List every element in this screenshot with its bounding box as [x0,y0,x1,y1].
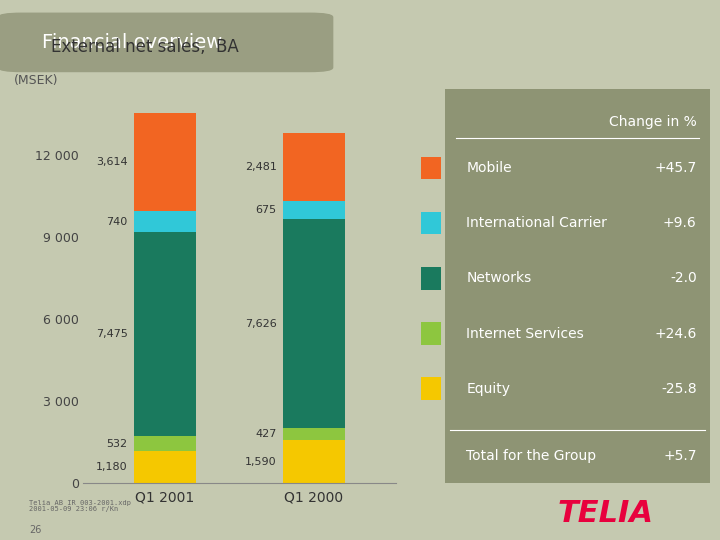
Text: 7,475: 7,475 [96,329,127,339]
Bar [283,428,346,440]
Text: +9.6: +9.6 [663,216,697,230]
Bar [283,201,346,219]
Text: -2.0: -2.0 [670,271,697,285]
Bar [133,451,196,483]
Text: 1,590: 1,590 [245,456,276,467]
Text: 7,626: 7,626 [245,319,276,329]
Text: 675: 675 [256,205,276,215]
Text: 2,481: 2,481 [245,162,276,172]
Text: +45.7: +45.7 [654,161,697,175]
Text: +24.6: +24.6 [654,327,697,341]
Text: Change in %: Change in % [609,114,697,129]
Text: 532: 532 [107,438,127,449]
Text: TELIA: TELIA [558,499,654,528]
Text: Mobile: Mobile [466,161,512,175]
Bar [133,232,196,436]
Text: 26: 26 [29,524,41,535]
Text: External net sales,  BA: External net sales, BA [52,38,239,56]
Text: 740: 740 [107,217,127,227]
Bar [283,219,346,428]
Text: International Carrier: International Carrier [466,216,607,230]
Text: -25.8: -25.8 [661,382,697,396]
Text: Total for the Group: Total for the Group [466,449,596,463]
Bar [133,212,196,232]
Bar [283,133,346,201]
Bar [133,436,196,451]
Text: (MSEK): (MSEK) [14,74,58,87]
Text: 427: 427 [256,429,276,439]
Text: 3,614: 3,614 [96,157,127,167]
Bar [283,440,346,483]
Text: 1,180: 1,180 [96,462,127,472]
Text: Equity: Equity [466,382,510,396]
Text: Telia AB IR 003-2001.xdp
2001-05-09 23:06 r/Kn: Telia AB IR 003-2001.xdp 2001-05-09 23:0… [29,500,131,512]
FancyBboxPatch shape [0,14,333,71]
Text: Financial overview: Financial overview [42,33,222,52]
Text: +5.7: +5.7 [663,449,697,463]
Text: Networks: Networks [466,271,531,285]
Bar [133,112,196,212]
Text: Internet Services: Internet Services [466,327,584,341]
